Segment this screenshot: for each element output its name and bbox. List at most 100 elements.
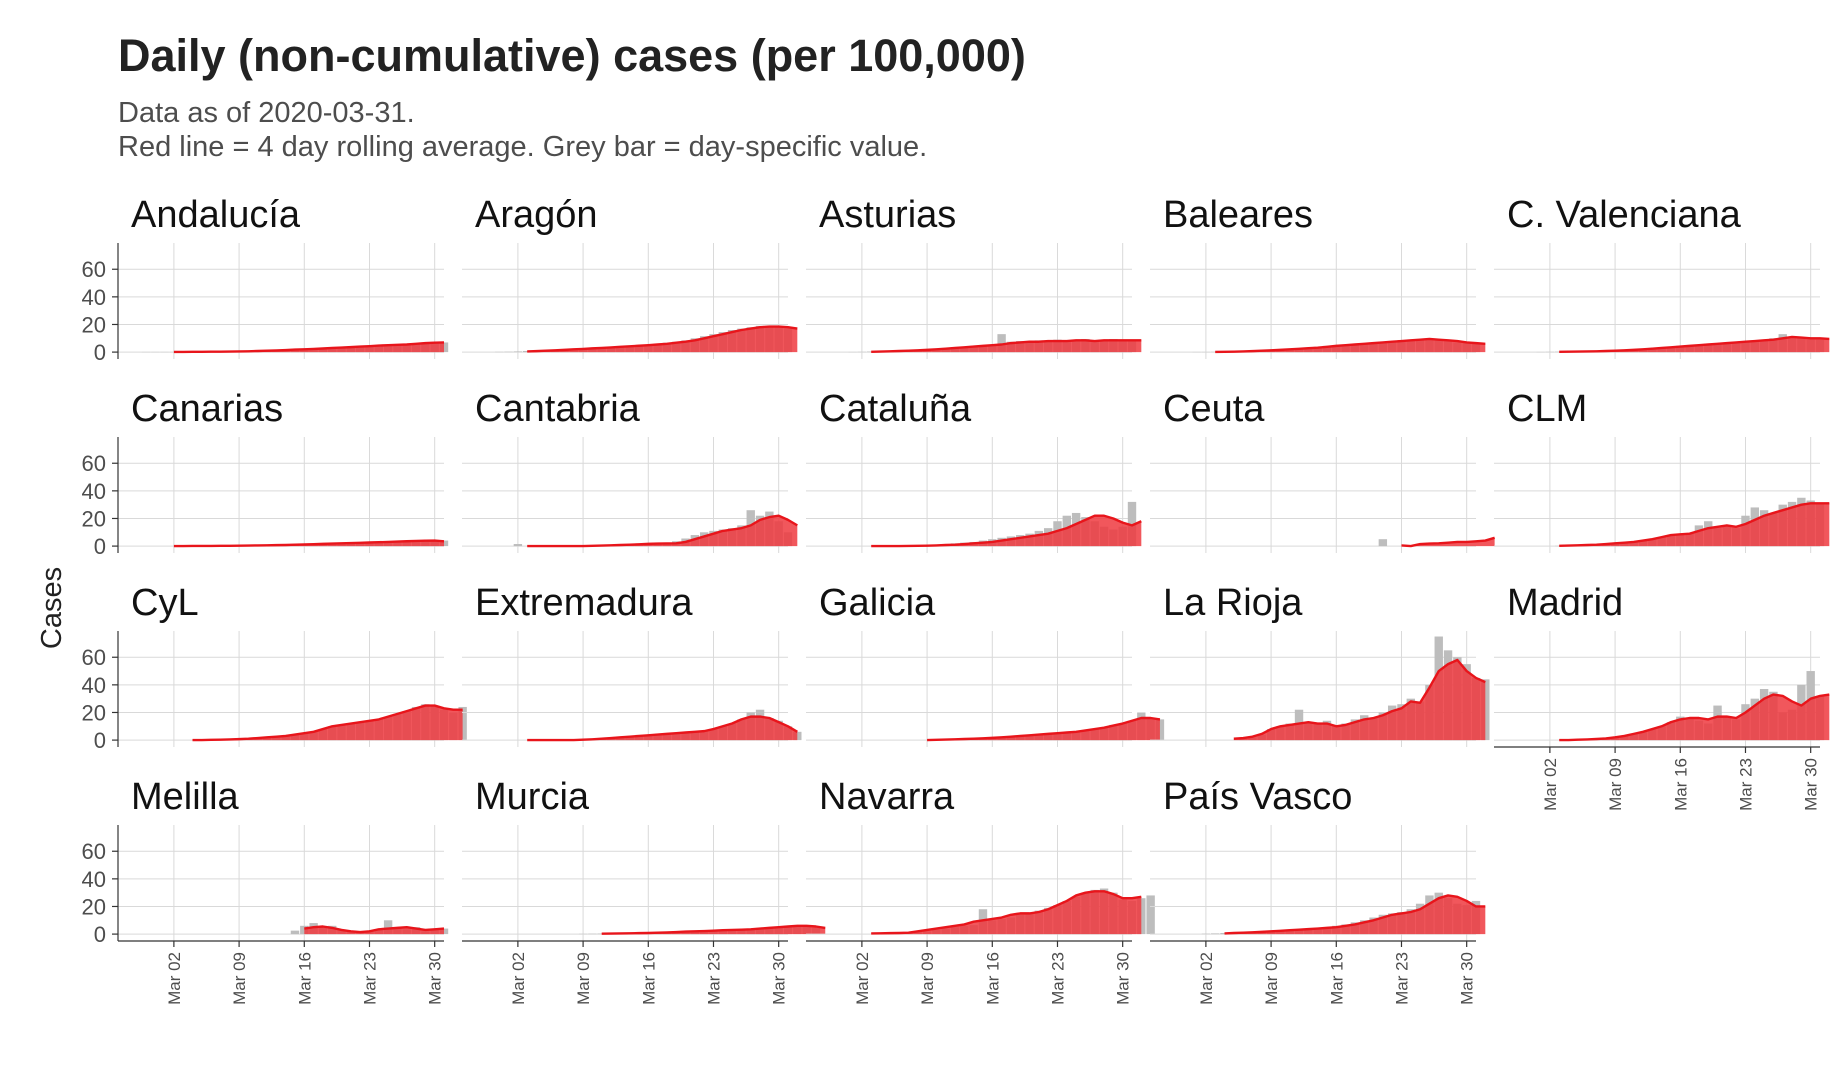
day-bar <box>523 350 532 353</box>
facet-panel: Cantabria <box>462 388 798 553</box>
facet-panel: CLM <box>1494 388 1830 553</box>
rolling-average-line <box>173 539 445 548</box>
y-tick-label: 0 <box>94 728 106 753</box>
facet-title: Murcia <box>475 776 590 818</box>
rolling-average-area <box>601 925 826 935</box>
x-tick-label: Mar 16 <box>639 952 658 1005</box>
facet-title: Melilla <box>131 776 240 818</box>
facet-panel: La Rioja <box>1150 582 1490 747</box>
x-tick-label: Mar 02 <box>1541 758 1560 811</box>
y-tick-label: 0 <box>94 922 106 947</box>
facet-title: Asturias <box>819 194 956 236</box>
rolling-average-area <box>927 718 1160 741</box>
facet-title: Navarra <box>819 776 955 818</box>
day-bar <box>1378 539 1388 547</box>
y-tick-label: 40 <box>82 479 106 504</box>
y-tick-label: 60 <box>82 839 106 864</box>
facet-title: Madrid <box>1507 582 1623 624</box>
day-bar <box>383 920 393 935</box>
day-bar <box>513 351 523 353</box>
rolling-average-line <box>173 341 445 354</box>
facet-title: Aragón <box>475 194 598 236</box>
facet-title: País Vasco <box>1163 776 1352 818</box>
y-tick-label: 20 <box>82 312 106 337</box>
facet-panel: País Vasco Mar 02 Mar 09 Mar 16 Mar 23 Mar 30 <box>1150 776 1486 1005</box>
x-tick-label: Mar 23 <box>1392 952 1411 1005</box>
facet-title: Baleares <box>1163 194 1313 236</box>
x-tick-label: Mar 02 <box>1197 952 1216 1005</box>
facet-title: Cataluña <box>819 388 972 430</box>
day-bar <box>1211 933 1220 935</box>
facet-panel: Galicia <box>806 582 1165 747</box>
facet-title: CLM <box>1507 388 1587 430</box>
y-tick-label: 40 <box>82 285 106 310</box>
x-tick-label: Mar 30 <box>1458 952 1477 1005</box>
x-tick-label: Mar 23 <box>1048 952 1067 1005</box>
rolling-average-line <box>527 514 798 548</box>
facet-panel: Navarra Mar 02 Mar 09 Mar 16 Mar 23 Mar 30 <box>806 776 1155 1005</box>
facet-title: Cantabria <box>475 388 641 430</box>
facet-title: Andalucía <box>131 194 301 236</box>
rolling-average-line <box>1559 335 1830 354</box>
rolling-average-line <box>1224 894 1486 935</box>
y-tick-label: 40 <box>82 673 106 698</box>
rolling-average-area <box>192 705 463 741</box>
x-tick-label: Mar 09 <box>1606 758 1625 811</box>
x-tick-label: Mar 02 <box>165 952 184 1005</box>
rolling-average-line <box>601 924 826 935</box>
rolling-average-line <box>1233 658 1486 740</box>
rolling-average-area <box>527 716 798 741</box>
x-tick-label: Mar 09 <box>918 952 937 1005</box>
facet-panel: Asturias <box>806 194 1142 359</box>
x-tick-label: Mar 02 <box>853 952 872 1005</box>
rolling-average-area <box>173 540 444 547</box>
chart-title: Daily (non-cumulative) cases (per 100,00… <box>118 30 1026 81</box>
rolling-average-area <box>1559 694 1830 741</box>
rolling-average-area <box>871 891 1142 935</box>
chart-subtitle-legend-note: Red line = 4 day rolling average. Grey b… <box>118 131 928 163</box>
y-tick-label: 0 <box>94 534 106 559</box>
facet-panel: Madrid Mar 02 Mar 09 Mar 16 Mar 23 Mar 30 <box>1494 582 1830 811</box>
facet-title: Canarias <box>131 388 283 430</box>
x-tick-label: Mar 16 <box>1327 952 1346 1005</box>
rolling-average-line <box>871 514 1142 548</box>
rolling-average-area <box>527 515 798 547</box>
y-tick-label: 20 <box>82 700 106 725</box>
day-bar <box>1127 501 1137 547</box>
y-tick-label: 40 <box>82 867 106 892</box>
x-tick-label: Mar 16 <box>1671 758 1690 811</box>
day-bar <box>1146 895 1155 935</box>
rolling-average-line <box>304 925 445 934</box>
rolling-average-line <box>527 325 798 353</box>
facet-panel: Cataluña <box>806 388 1142 553</box>
x-tick-label: Mar 30 <box>1114 952 1133 1005</box>
x-tick-label: Mar 09 <box>574 952 593 1005</box>
rolling-average-line <box>1215 337 1486 354</box>
rolling-average-area <box>527 326 798 353</box>
facet-panel: Aragón <box>462 194 798 359</box>
rolling-average-area <box>1559 503 1830 547</box>
y-tick-label: 20 <box>82 894 106 919</box>
x-tick-label: Mar 16 <box>983 952 1002 1005</box>
rolling-average-area <box>1224 895 1486 935</box>
rolling-average-area <box>871 340 1142 353</box>
rolling-average-line <box>1559 693 1830 742</box>
rolling-average-line <box>1559 502 1830 548</box>
rolling-average-area <box>1233 660 1486 741</box>
x-tick-label: Mar 23 <box>1736 758 1755 811</box>
facet-panel: Ceuta <box>1150 388 1495 553</box>
facet-panel: Murcia Mar 02 Mar 09 Mar 16 Mar 23 Mar 30 <box>462 776 826 1005</box>
rolling-average-area <box>871 515 1142 547</box>
rolling-average-line <box>527 715 798 742</box>
facet-title: C. Valenciana <box>1507 194 1742 236</box>
facet-panel: C. Valenciana <box>1494 194 1830 359</box>
day-bar <box>997 334 1006 353</box>
y-tick-label: 60 <box>82 645 106 670</box>
x-tick-label: Mar 09 <box>1262 952 1281 1005</box>
facet-title: Extremadura <box>475 582 693 624</box>
